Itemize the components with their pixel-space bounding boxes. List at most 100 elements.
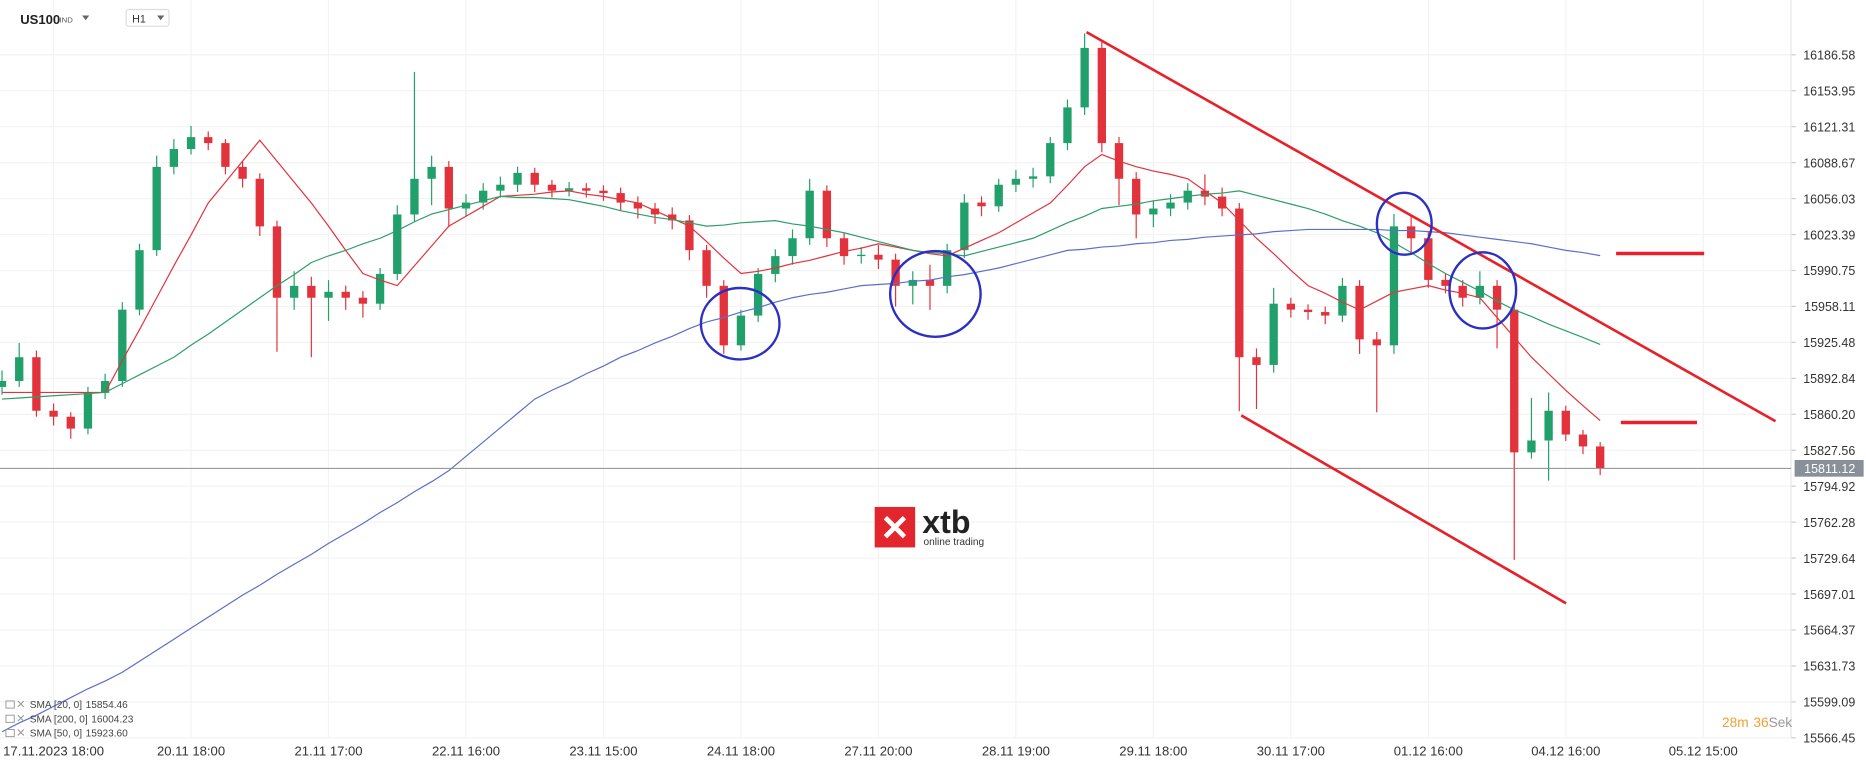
- y-tick-label: 16153.95: [1803, 84, 1855, 98]
- x-tick-label: 29.11 18:00: [1119, 744, 1187, 759]
- y-tick-label: 15925.48: [1803, 336, 1855, 350]
- y-tick-label: 16186.58: [1803, 49, 1855, 63]
- candle-body: [857, 254, 866, 257]
- dropdown-arrow[interactable]: [157, 15, 165, 21]
- candle-body: [1338, 285, 1347, 316]
- candle-body: [135, 250, 144, 310]
- candle-body: [994, 184, 1003, 207]
- timer: 28m 36Sek: [1722, 715, 1792, 730]
- candle-body: [427, 166, 436, 179]
- y-tick-label: 16088.67: [1803, 156, 1855, 170]
- legend-close: [17, 714, 25, 722]
- candle-body: [564, 188, 574, 191]
- timeframe-box[interactable]: [125, 8, 170, 27]
- circle-mark: [888, 249, 982, 338]
- y-tick-label: 15599.09: [1803, 696, 1855, 710]
- candle-body: [100, 381, 110, 393]
- x-tick-label: 23.11 15:00: [569, 744, 637, 759]
- x-tick-label: 21.11 17:00: [294, 744, 362, 759]
- candle-body: [238, 166, 247, 179]
- candle-body: [15, 357, 24, 382]
- y-tick-label: 15794.92: [1803, 480, 1855, 494]
- y-tick-label: 15566.45: [1803, 732, 1855, 746]
- candle-body: [633, 202, 643, 209]
- candle-body: [1011, 178, 1021, 185]
- candle-body: [49, 410, 58, 417]
- candle-body: [1252, 357, 1261, 365]
- circle-mark: [1448, 251, 1518, 330]
- candle-body: [1303, 309, 1313, 313]
- candle-body: [83, 392, 93, 429]
- candle-body: [1166, 202, 1175, 209]
- candle-body: [1097, 47, 1106, 144]
- candle-body: [1544, 410, 1553, 441]
- legend-name: SMA [50, 0]: [30, 729, 82, 740]
- y-tick-label: 15664.37: [1803, 624, 1855, 638]
- legend-value: 15854.46: [86, 700, 129, 711]
- y-tick-label: 15827.56: [1803, 444, 1855, 458]
- candle-body: [805, 190, 814, 239]
- candle-body: [1561, 410, 1570, 435]
- candle-body: [1028, 176, 1038, 179]
- trend-line: [1240, 414, 1567, 605]
- timer-unit: m: [1737, 715, 1748, 730]
- y-tick-label: 15892.84: [1803, 372, 1855, 386]
- candle-body: [444, 166, 453, 209]
- candle-body: [1389, 226, 1399, 346]
- y-tick-label: 15762.28: [1803, 516, 1855, 530]
- candle-body: [169, 149, 179, 167]
- legend-icon: [5, 714, 15, 723]
- y-tick-label: 15990.75: [1803, 264, 1855, 278]
- candle-body: [719, 285, 728, 346]
- candle-body: [547, 184, 557, 191]
- dropdown-arrow[interactable]: [82, 15, 90, 21]
- candle-body: [204, 137, 213, 144]
- candle-body: [616, 193, 625, 203]
- candle-body: [736, 315, 746, 346]
- candle-body: [479, 190, 488, 203]
- candle-body: [1046, 143, 1055, 177]
- legend-icon: [5, 729, 15, 738]
- candle-body: [1149, 208, 1158, 215]
- sma-line: [1, 190, 1601, 400]
- candle-body: [289, 285, 299, 298]
- x-tick-label: 22.11 16:00: [432, 744, 500, 759]
- candle-body: [66, 416, 75, 429]
- x-tick-label: 04.12 16:00: [1531, 744, 1600, 759]
- candle-body: [839, 238, 849, 257]
- candle-body: [753, 273, 763, 316]
- price-tag: [1794, 460, 1864, 477]
- candle-body: [1578, 434, 1588, 447]
- candle-body: [1527, 440, 1536, 453]
- candle-body: [925, 279, 935, 286]
- candle-body: [822, 190, 832, 239]
- timeframe[interactable]: H1: [132, 14, 146, 26]
- candle-body: [1441, 279, 1450, 286]
- candle-body: [186, 137, 196, 150]
- candle-body: [324, 291, 333, 298]
- circle-mark: [1375, 191, 1433, 256]
- candle-body: [1286, 303, 1296, 310]
- candle-body: [393, 214, 402, 274]
- y-tick-label: 15729.64: [1803, 552, 1855, 566]
- legend-entry: SMA [20, 0] 15854.46: [30, 700, 128, 711]
- candle-body: [1132, 178, 1141, 215]
- symbol[interactable]: US100: [20, 12, 60, 27]
- candle-body: [358, 297, 368, 304]
- x-tick-label: 27.11 20:00: [844, 744, 912, 759]
- candle-body: [496, 184, 505, 191]
- candle-body: [221, 143, 230, 167]
- candle-body: [1492, 285, 1502, 310]
- candle-body: [118, 309, 127, 382]
- x-tick-label: 30.11 17:00: [1257, 744, 1325, 759]
- candle-body: [152, 166, 161, 251]
- logo-tagline: online trading: [923, 537, 984, 548]
- candle-body: [1269, 303, 1278, 365]
- candle-body: [1596, 446, 1605, 469]
- y-tick-label: 15697.01: [1803, 588, 1855, 602]
- candle-body: [32, 357, 41, 411]
- legend-name: SMA [20, 0]: [30, 700, 82, 711]
